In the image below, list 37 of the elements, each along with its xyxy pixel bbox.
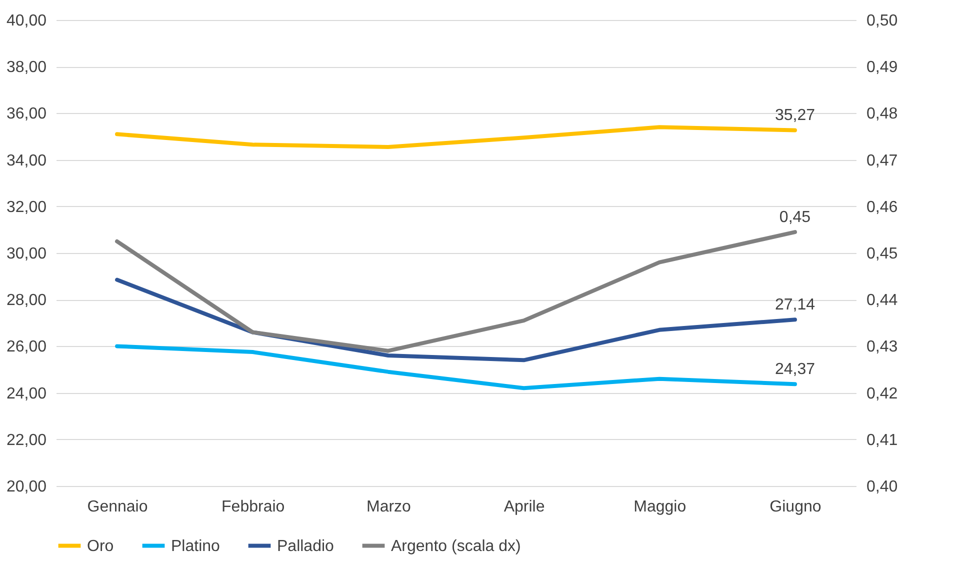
line-series <box>115 125 797 149</box>
y2-tick-label: 0,42 <box>866 385 898 402</box>
x-tick-label: Maggio <box>634 498 686 516</box>
y-tick-label: 40,00 <box>6 12 47 30</box>
y-tick-label: 20,00 <box>6 478 47 496</box>
y-tick-label: 32,00 <box>6 198 47 216</box>
y2-tick-label: 0,41 <box>866 432 898 449</box>
data-label: 35,27 <box>774 107 816 124</box>
y2-tick-label: 0,40 <box>866 478 898 496</box>
y-tick-label: 26,00 <box>6 338 47 356</box>
y-tick-label: 38,00 <box>6 59 47 76</box>
data-label: 0,45 <box>779 209 811 226</box>
legend-label: Oro <box>87 538 114 555</box>
y-tick-label: 22,00 <box>6 432 47 449</box>
y2-tick-label: 0,50 <box>866 12 898 30</box>
legend-label: Platino <box>171 538 220 555</box>
y-tick-label: 30,00 <box>6 246 47 262</box>
y2-tick-label: 0,47 <box>866 152 898 170</box>
y2-tick-label: 0,45 <box>866 246 898 262</box>
x-tick-label: Aprile <box>504 498 545 516</box>
y-tick-label: 34,00 <box>6 152 47 170</box>
x-tick-label: Gennaio <box>87 498 148 516</box>
y-tick-label: 24,00 <box>6 385 47 402</box>
x-tick-label: Giugno <box>770 498 822 516</box>
x-tick-label: Marzo <box>366 498 412 516</box>
data-label: 24,37 <box>774 361 816 378</box>
x-tick-label: Febbraio <box>222 498 285 516</box>
y2-tick-label: 0,43 <box>866 338 898 356</box>
y2-tick-label: 0,48 <box>866 106 898 123</box>
y-tick-label: 28,00 <box>6 292 47 310</box>
legend-label: Argento (scala dx) <box>391 538 521 555</box>
data-label: 27,14 <box>774 296 816 314</box>
y-tick-label: 36,00 <box>6 106 47 123</box>
y2-tick-label: 0,49 <box>866 59 898 76</box>
y2-tick-label: 0,46 <box>866 198 898 216</box>
y2-tick-label: 0,44 <box>866 292 898 310</box>
legend-label: Palladio <box>277 538 334 555</box>
